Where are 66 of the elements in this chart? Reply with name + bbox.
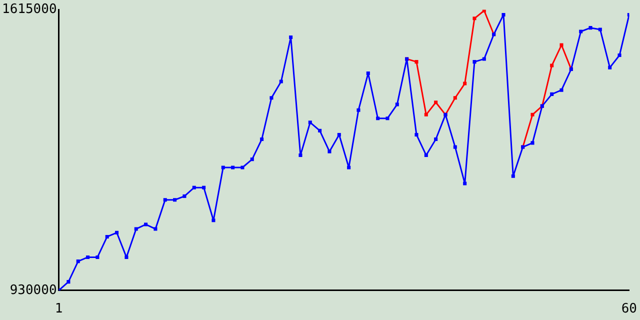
point <box>221 166 225 170</box>
point <box>86 255 90 259</box>
point <box>163 198 167 202</box>
point <box>173 198 177 202</box>
point <box>318 128 322 132</box>
point <box>202 186 206 190</box>
point <box>608 66 612 70</box>
point <box>482 57 486 61</box>
point <box>308 120 312 124</box>
point <box>376 116 380 120</box>
point <box>154 227 158 231</box>
point <box>511 174 515 178</box>
point <box>550 92 554 96</box>
point <box>347 166 351 170</box>
point <box>530 141 534 145</box>
point <box>424 153 428 157</box>
point <box>289 35 293 40</box>
point <box>434 100 438 104</box>
point <box>337 132 341 137</box>
point <box>240 166 244 170</box>
point <box>453 145 457 149</box>
x-tick-label: 1 <box>54 302 63 317</box>
point <box>560 43 564 47</box>
point <box>76 260 80 264</box>
point <box>463 182 467 186</box>
point <box>270 96 274 100</box>
point <box>502 12 506 16</box>
point <box>550 64 554 68</box>
point <box>366 72 370 76</box>
point <box>434 137 438 142</box>
point <box>530 112 534 116</box>
point <box>250 158 254 162</box>
point <box>231 166 235 170</box>
point <box>453 96 457 100</box>
point <box>182 194 186 198</box>
point <box>328 150 332 154</box>
point <box>66 280 70 284</box>
point <box>424 112 428 116</box>
point <box>260 137 264 142</box>
point <box>618 54 622 58</box>
point <box>96 255 100 259</box>
point <box>134 227 138 231</box>
point <box>472 60 476 64</box>
point <box>588 26 592 30</box>
point <box>124 255 128 259</box>
point <box>598 28 602 32</box>
point <box>472 16 476 20</box>
point <box>414 132 418 137</box>
x-tick-label: 60 <box>621 302 637 317</box>
point <box>356 108 360 112</box>
point <box>212 218 216 222</box>
point <box>105 234 109 239</box>
point <box>386 116 390 120</box>
point <box>279 80 283 84</box>
point <box>144 222 148 226</box>
point <box>395 102 399 106</box>
point <box>115 230 119 234</box>
point <box>463 82 467 86</box>
point <box>298 153 302 157</box>
point <box>414 60 418 64</box>
point <box>192 186 196 190</box>
point <box>560 88 564 92</box>
y-tick-label: 1615000 <box>2 2 57 18</box>
point <box>482 10 486 12</box>
y-tick-label: 930000 <box>10 282 57 298</box>
point <box>579 30 583 34</box>
